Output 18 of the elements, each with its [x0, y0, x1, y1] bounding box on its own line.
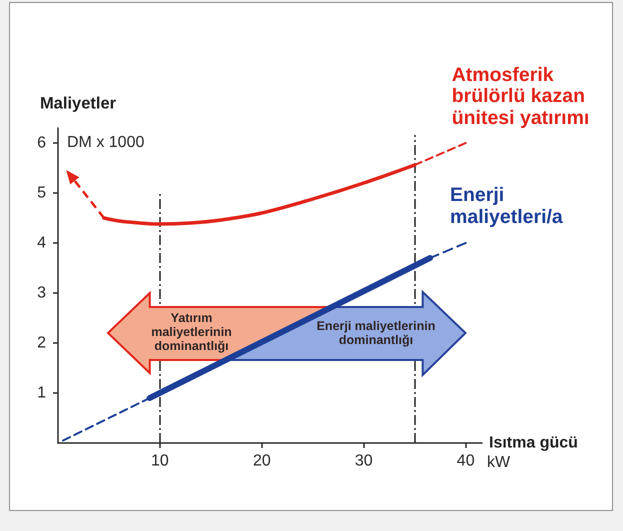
y-tick-label: 5: [37, 184, 46, 202]
x-tick-label: 10: [151, 452, 169, 470]
annotation: Enerji maliyetlerinin dominantlığı: [316, 319, 436, 347]
annotation: DM x 1000: [67, 134, 144, 152]
x-tick-label: 40: [456, 452, 475, 470]
y-tick-label: 4: [37, 234, 46, 252]
y-tick-label: 2: [37, 334, 46, 352]
x-axis-title: Isıtma gücü: [489, 434, 578, 452]
text: Atmosferik brülörlü kazan ünitesi yatırımı: [452, 64, 590, 129]
x-tick-label: 20: [252, 452, 271, 470]
x-tick-label: 30: [354, 452, 373, 470]
y-axis-title: Maliyetler: [40, 94, 117, 112]
series-label: Enerji maliyetleri/a: [450, 184, 564, 228]
text: kW: [487, 454, 510, 472]
y-tick-label: 6: [37, 134, 46, 152]
annotation: Yatırım maliyetlerinin dominantlığı: [150, 311, 233, 353]
y-tick-label: 3: [37, 284, 46, 302]
y-tick-label: 1: [37, 384, 46, 402]
